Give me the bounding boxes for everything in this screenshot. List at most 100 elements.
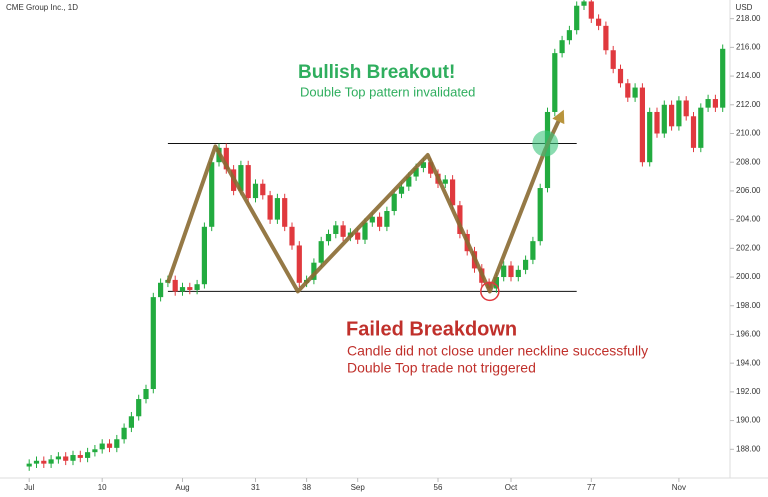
candle-body [581, 1, 587, 6]
candle-body [698, 107, 704, 148]
candle-body [172, 279, 178, 292]
x-tick-label: 77 [587, 483, 596, 492]
candle-body [559, 40, 565, 54]
x-tick-label: 10 [98, 483, 107, 492]
candle-body [150, 297, 156, 390]
candle-body [596, 18, 602, 26]
candle-body [398, 186, 405, 194]
candle-body [201, 226, 207, 285]
candle-body [143, 389, 149, 400]
candle-body [639, 87, 645, 163]
candle-body [647, 111, 653, 163]
y-tick-label: 212.00 [736, 100, 761, 109]
candle-body [720, 48, 726, 108]
arrow-head [552, 109, 565, 125]
candle-body [289, 226, 295, 246]
candle-body [252, 183, 259, 199]
x-tick-label: 38 [302, 483, 311, 492]
candle-body [712, 99, 718, 108]
y-tick-label: 202.00 [736, 243, 761, 252]
x-tick-label: Nov [672, 483, 686, 492]
candle-body [369, 216, 375, 223]
candle-body [552, 53, 558, 112]
candle-body [537, 188, 543, 242]
annotation-text: Candle did not close under neckline succ… [347, 343, 648, 359]
candle-body [121, 427, 127, 440]
chart-title: CME Group Inc., 1D [6, 3, 78, 12]
candle-body [77, 455, 83, 458]
candle-body [391, 193, 397, 212]
x-tick-label: Oct [505, 483, 518, 492]
x-tick-label: Jul [24, 483, 34, 492]
pattern-line [166, 112, 564, 294]
candle-body [610, 50, 616, 69]
annotation-text: Double Top pattern invalidated [300, 84, 475, 99]
candle-body [99, 443, 105, 450]
candle-body [282, 198, 288, 227]
candle-body [179, 287, 186, 292]
candle-body [362, 222, 368, 240]
breakdown-marker [480, 281, 500, 302]
candle-body [267, 195, 273, 220]
candle-body [384, 211, 390, 227]
candle-body [55, 456, 61, 460]
candle-body [114, 439, 120, 448]
candle-body [420, 162, 426, 168]
candle-body [603, 25, 609, 51]
annotation-title: Bullish Breakout! [298, 62, 455, 83]
candle-body [501, 265, 507, 278]
candle-body [260, 183, 266, 196]
candle-body [355, 232, 361, 240]
candle-body [523, 259, 529, 270]
candle-body [632, 87, 638, 98]
x-tick-label: 56 [434, 483, 443, 492]
candle-body [377, 216, 383, 227]
annotation-title: Failed Breakdown [346, 318, 517, 340]
candle-body [654, 111, 660, 134]
x-tick-label: Aug [175, 483, 189, 492]
plot-area [26, 0, 726, 471]
candle-body [413, 167, 419, 177]
candle-body [238, 165, 244, 191]
candle-body [106, 443, 113, 448]
candle-body [187, 287, 193, 290]
candle-body [574, 5, 580, 31]
candle-body [70, 455, 76, 461]
candle-body [617, 68, 624, 84]
y-tick-label: 214.00 [736, 71, 761, 80]
candle-body [442, 179, 448, 184]
currency: USD [736, 3, 753, 12]
x-tick-label: 31 [251, 483, 260, 492]
candle-body [41, 460, 47, 464]
candle-body [325, 233, 332, 242]
y-tick-label: 192.00 [736, 387, 761, 396]
candle-body [515, 269, 521, 278]
y-tick-label: 198.00 [736, 301, 761, 310]
candle-body [245, 165, 251, 199]
y-tick-label: 210.00 [736, 129, 761, 138]
candle-body [669, 104, 675, 127]
candle-body [128, 416, 134, 428]
candle-body [136, 399, 142, 417]
candle-body [450, 179, 456, 206]
y-tick-label: 218.00 [736, 14, 761, 23]
y-tick-label: 204.00 [736, 215, 761, 224]
candle-body [223, 147, 229, 170]
x-tick-label: Sep [351, 483, 366, 492]
breakout-marker [532, 130, 559, 157]
candle-body [63, 456, 69, 461]
candle-body [661, 104, 667, 134]
candle-body [690, 116, 697, 148]
y-tick-label: 194.00 [736, 358, 761, 367]
candle-body [457, 205, 463, 234]
candle-body [296, 245, 302, 283]
candle-body [48, 459, 54, 464]
candle-body [566, 30, 572, 41]
candle-body [26, 463, 32, 467]
y-tick-label: 196.00 [736, 330, 761, 339]
candle-body [209, 162, 215, 227]
candle-body [85, 452, 91, 458]
y-tick-label: 190.00 [736, 416, 761, 425]
candle-body [705, 99, 711, 108]
